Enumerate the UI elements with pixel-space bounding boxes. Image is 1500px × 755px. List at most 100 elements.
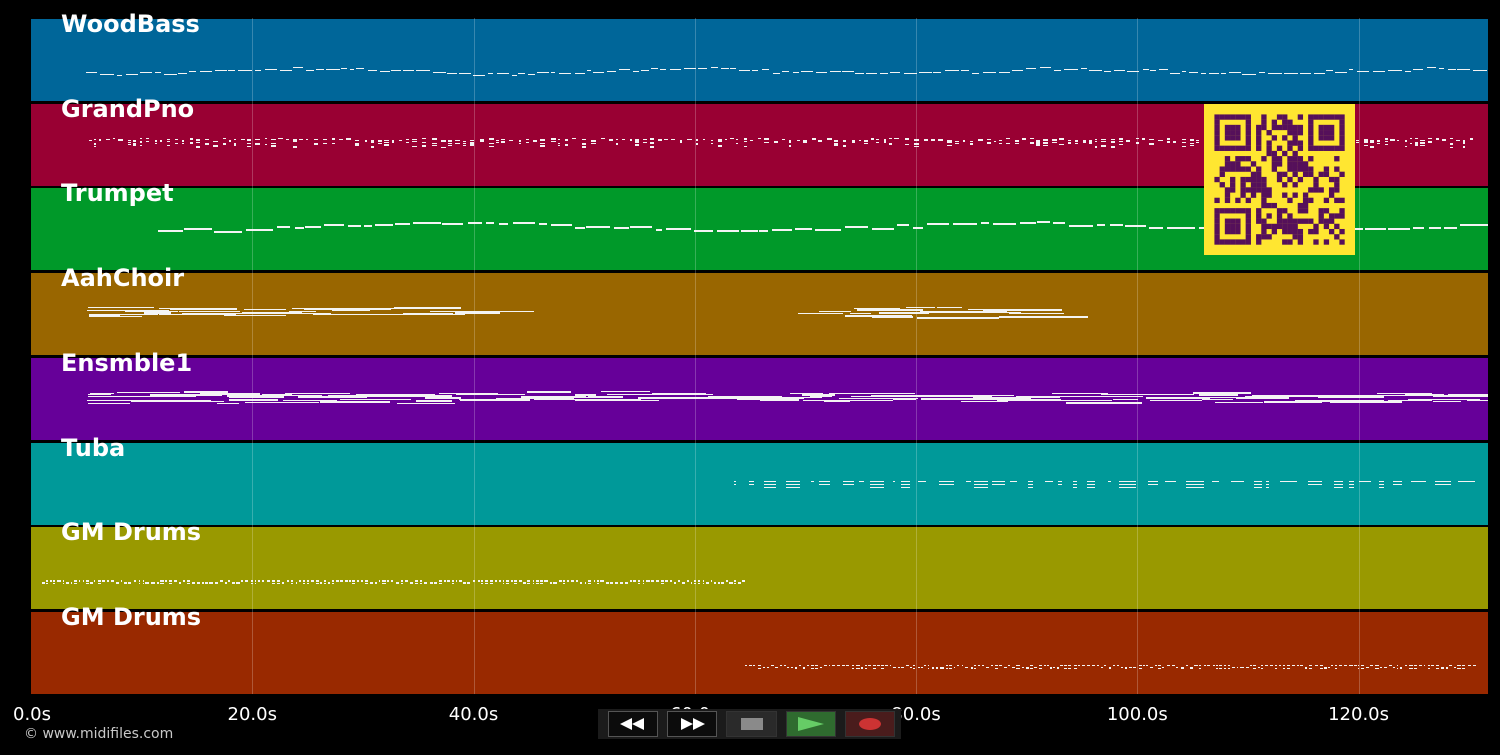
midi-note [1043, 139, 1048, 141]
midi-note [819, 483, 830, 485]
midi-note [151, 582, 155, 584]
midi-note [1457, 667, 1461, 670]
midi-note [306, 138, 309, 141]
midi-note [1380, 666, 1383, 669]
record-button[interactable] [844, 711, 896, 737]
midi-note [128, 143, 131, 146]
midi-note [974, 483, 988, 485]
midi-note [501, 138, 505, 141]
midi-note [993, 140, 996, 142]
grid-line [916, 18, 918, 694]
midi-note [1181, 141, 1187, 143]
midi-note [1245, 666, 1249, 669]
midi-note [455, 312, 500, 314]
midi-note [1094, 146, 1097, 148]
midi-note [367, 70, 377, 72]
time-tick-label: 120.0s [1328, 704, 1390, 725]
midi-note [998, 142, 1003, 144]
midi-note [810, 667, 814, 670]
midi-note [785, 480, 801, 482]
midi-note [1447, 69, 1456, 71]
midi-note [642, 138, 647, 141]
track-lane[interactable]: WoodBass [31, 10, 1488, 101]
midi-note [795, 228, 813, 230]
midi-note [883, 139, 887, 141]
midi-note [737, 583, 742, 585]
midi-note [1392, 483, 1402, 485]
midi-note [721, 582, 725, 584]
midi-note [382, 583, 386, 585]
stop-button[interactable] [726, 711, 777, 737]
track-lane[interactable]: AahChoir [31, 264, 1488, 356]
midi-note [766, 666, 770, 669]
midi-note [615, 138, 618, 140]
track-lane[interactable]: GM Drums [31, 518, 1488, 610]
midi-note [286, 580, 289, 582]
midi-note [870, 480, 885, 482]
midi-note [1278, 664, 1281, 667]
midi-note [729, 137, 734, 140]
midi-note [496, 73, 510, 75]
midi-note [842, 483, 855, 485]
midi-note [762, 69, 770, 71]
midi-note [1212, 480, 1220, 482]
midi-note [606, 71, 616, 73]
midi-note [1028, 480, 1033, 482]
midi-note [1344, 664, 1348, 667]
midi-note [610, 582, 614, 584]
midi-note [285, 392, 351, 394]
midi-note [205, 583, 208, 585]
midi-note [247, 139, 251, 141]
midi-note [434, 583, 437, 585]
midi-note [783, 664, 786, 667]
track-lane[interactable]: Tuba [31, 434, 1488, 525]
midi-note [480, 141, 485, 143]
fast-forward-button[interactable] [667, 711, 718, 737]
midi-note [1052, 222, 1065, 224]
midi-note [1183, 396, 1249, 398]
track-lane[interactable]: Ensmble1 [31, 349, 1488, 440]
rewind-button[interactable] [608, 711, 659, 737]
midi-note [782, 71, 789, 73]
midi-note [863, 142, 868, 144]
midi-note [277, 137, 283, 140]
midi-note [785, 483, 801, 485]
midi-note [1377, 140, 1380, 142]
midi-note [1249, 664, 1252, 667]
midi-note [224, 582, 227, 584]
midi-note [1436, 664, 1439, 667]
midi-note [374, 224, 394, 226]
midi-note [795, 667, 797, 670]
midi-note [371, 139, 375, 141]
midi-note [1449, 664, 1452, 667]
midi-note [1355, 139, 1359, 142]
track-name-label: GM Drums [61, 602, 202, 631]
midi-note [1180, 666, 1184, 669]
midi-note [1138, 667, 1142, 670]
midi-note [349, 580, 352, 582]
midi-note [480, 583, 484, 585]
qr-code[interactable] [1204, 104, 1355, 255]
play-button[interactable] [785, 711, 836, 737]
midi-note [871, 138, 874, 140]
midi-note [455, 393, 517, 396]
midi-note [328, 395, 418, 397]
midi-note [811, 138, 817, 140]
midi-note [485, 583, 488, 585]
midi-note [1257, 666, 1260, 669]
midi-note [820, 666, 822, 669]
midi-note [1251, 394, 1315, 397]
midi-note [1415, 144, 1418, 146]
midi-note [717, 139, 723, 141]
midi-note [420, 580, 423, 582]
midi-note [526, 141, 530, 144]
midi-note [1348, 486, 1355, 488]
midi-note [1172, 664, 1175, 667]
midi-note [326, 69, 340, 71]
midi-note [1181, 71, 1187, 73]
midi-note [856, 309, 923, 311]
track-lane[interactable]: GM Drums [31, 603, 1488, 694]
midi-note [1458, 480, 1475, 482]
midi-note [811, 480, 815, 482]
midi-note [982, 309, 1059, 312]
